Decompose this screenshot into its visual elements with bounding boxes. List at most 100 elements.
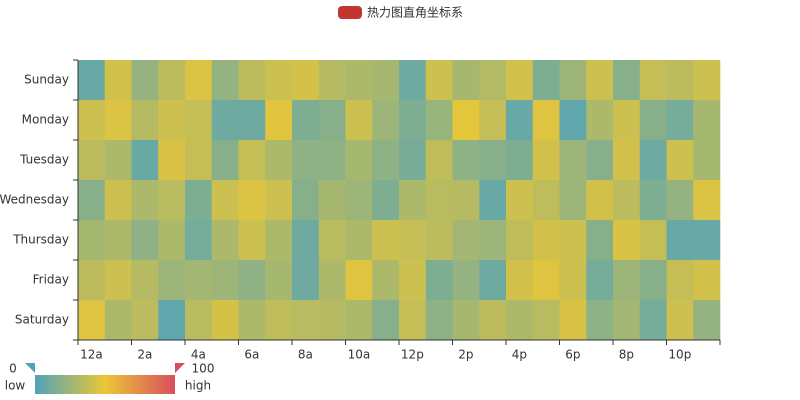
heat-cell bbox=[104, 220, 132, 261]
heat-cell bbox=[559, 140, 587, 181]
heat-cell bbox=[185, 220, 213, 261]
heat-cell bbox=[532, 300, 560, 341]
heat-cell bbox=[292, 220, 320, 261]
heat-cell bbox=[265, 100, 293, 141]
heat-cell bbox=[425, 100, 453, 141]
visual-map-bar bbox=[35, 375, 175, 394]
heat-cell bbox=[586, 140, 614, 181]
visual-map-handle-high bbox=[175, 363, 185, 373]
heat-cell bbox=[372, 60, 400, 101]
heat-cell bbox=[131, 180, 159, 221]
heat-cell bbox=[345, 100, 373, 141]
heat-cell bbox=[452, 220, 480, 261]
heat-cell bbox=[292, 260, 320, 301]
heat-cell bbox=[693, 180, 721, 221]
heat-cell bbox=[104, 300, 132, 341]
x-tick-label: 2p bbox=[458, 348, 473, 362]
heat-cell bbox=[399, 260, 427, 301]
heat-cell bbox=[211, 60, 239, 101]
heat-cell bbox=[104, 140, 132, 181]
legend-swatch[interactable] bbox=[338, 6, 362, 19]
heat-cell bbox=[479, 300, 507, 341]
heat-cell bbox=[399, 60, 427, 101]
heat-cell bbox=[292, 140, 320, 181]
heat-cell bbox=[559, 180, 587, 221]
heat-cell bbox=[506, 140, 534, 181]
heat-cell bbox=[238, 100, 266, 141]
heat-cell bbox=[104, 180, 132, 221]
heat-cell bbox=[238, 300, 266, 341]
heat-cell bbox=[532, 260, 560, 301]
legend-label[interactable]: 热力图直角坐标系 bbox=[367, 6, 463, 20]
x-tick-label: 6p bbox=[565, 348, 580, 362]
heat-cell bbox=[318, 140, 346, 181]
heat-cell bbox=[265, 220, 293, 261]
heat-cell bbox=[345, 300, 373, 341]
heat-cell bbox=[399, 140, 427, 181]
x-tick-label: 6a bbox=[244, 348, 259, 362]
heat-cell bbox=[613, 100, 641, 141]
heat-cell bbox=[292, 100, 320, 141]
heat-cell bbox=[532, 100, 560, 141]
heat-cell bbox=[158, 300, 186, 341]
x-tick-label: 12a bbox=[80, 348, 103, 362]
heat-cell bbox=[372, 180, 400, 221]
heat-cell bbox=[452, 60, 480, 101]
heat-cell bbox=[78, 180, 106, 221]
heat-cell bbox=[104, 100, 132, 141]
heat-cell bbox=[425, 260, 453, 301]
heat-cell bbox=[639, 260, 667, 301]
heat-cell bbox=[506, 260, 534, 301]
heat-cell bbox=[78, 140, 106, 181]
heat-cell bbox=[78, 300, 106, 341]
heat-cell bbox=[158, 260, 186, 301]
heat-cell bbox=[104, 260, 132, 301]
heat-cell bbox=[238, 180, 266, 221]
heat-cell bbox=[211, 140, 239, 181]
heat-cell bbox=[559, 260, 587, 301]
heat-cell bbox=[345, 260, 373, 301]
y-tick-label: Tuesday bbox=[19, 153, 69, 167]
heat-cell bbox=[372, 220, 400, 261]
heat-cell bbox=[559, 220, 587, 261]
heat-cell bbox=[372, 140, 400, 181]
heat-cell bbox=[158, 220, 186, 261]
heat-cell bbox=[185, 140, 213, 181]
heat-cell bbox=[131, 60, 159, 101]
y-tick-label: Monday bbox=[22, 113, 69, 127]
heat-cell bbox=[318, 220, 346, 261]
x-tick-label: 8p bbox=[619, 348, 634, 362]
heat-cell bbox=[666, 60, 694, 101]
x-tick-label: 4p bbox=[512, 348, 527, 362]
x-tick-label: 2a bbox=[137, 348, 152, 362]
visual-map-handle-low bbox=[25, 363, 35, 373]
heat-cell bbox=[158, 60, 186, 101]
heat-cell bbox=[532, 60, 560, 101]
heat-cell bbox=[265, 140, 293, 181]
heat-cell bbox=[238, 140, 266, 181]
heat-cell bbox=[639, 140, 667, 181]
heat-cell bbox=[238, 60, 266, 101]
heat-cell bbox=[318, 260, 346, 301]
heat-cell bbox=[399, 300, 427, 341]
heat-cell bbox=[372, 100, 400, 141]
heat-cell bbox=[532, 220, 560, 261]
heat-cell bbox=[425, 180, 453, 221]
heat-cell bbox=[479, 140, 507, 181]
heat-cell bbox=[452, 300, 480, 341]
heat-cell bbox=[318, 180, 346, 221]
heat-cell bbox=[399, 100, 427, 141]
x-tick-label: 10p bbox=[668, 348, 691, 362]
heat-cell bbox=[211, 300, 239, 341]
heat-cell bbox=[586, 60, 614, 101]
heat-cell bbox=[666, 260, 694, 301]
heat-cell bbox=[506, 180, 534, 221]
heat-cell bbox=[211, 180, 239, 221]
heat-cell bbox=[372, 300, 400, 341]
heat-cell bbox=[479, 60, 507, 101]
heat-cell bbox=[532, 180, 560, 221]
x-tick-label: 4a bbox=[191, 348, 206, 362]
heat-cell bbox=[265, 180, 293, 221]
heat-cell bbox=[78, 60, 106, 101]
heat-cell bbox=[185, 100, 213, 141]
